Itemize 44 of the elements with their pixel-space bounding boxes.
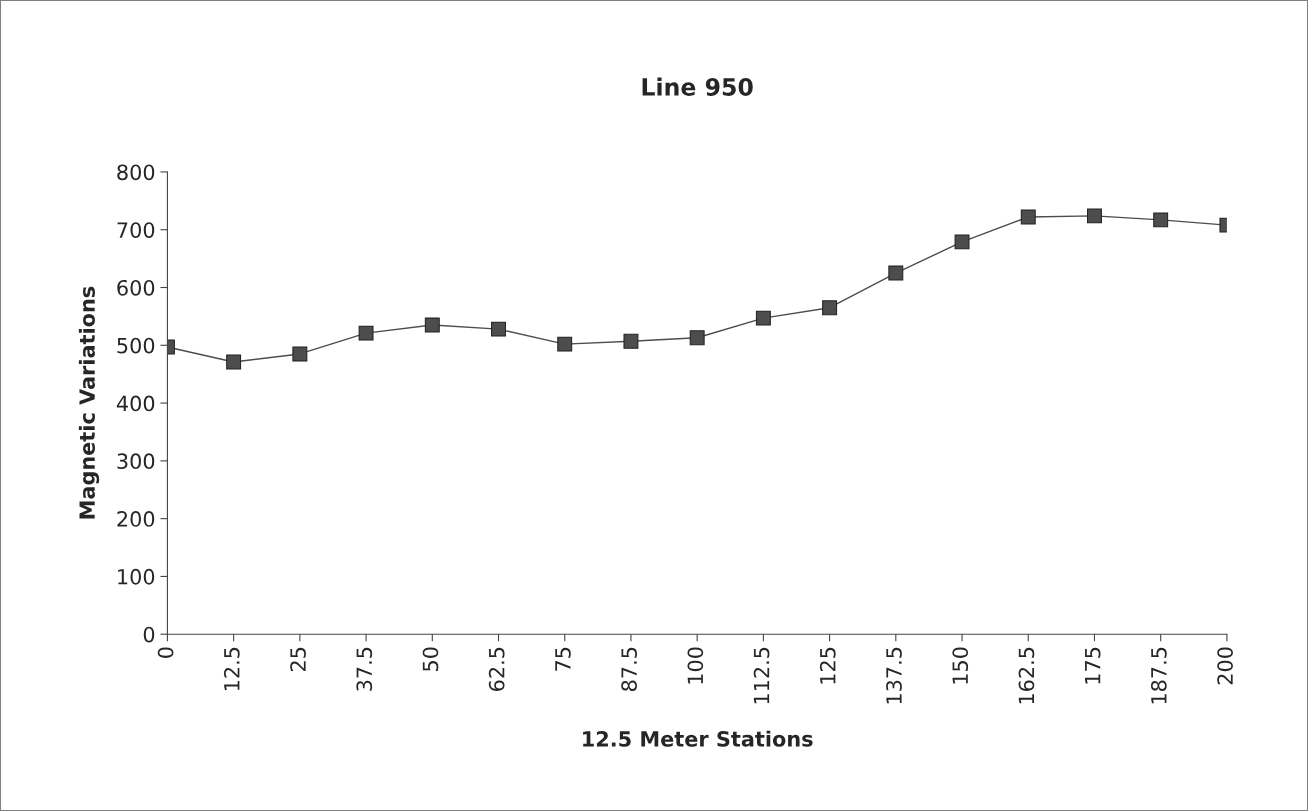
x-tick-label: 187.5 xyxy=(1150,647,1167,704)
y-axis-title: Magnetic Variations xyxy=(78,286,100,519)
point xyxy=(491,321,506,337)
point xyxy=(954,234,970,250)
y-tick-label: 800 xyxy=(117,164,155,181)
point xyxy=(424,317,440,333)
x-tick-label: 62.5 xyxy=(488,647,505,691)
point xyxy=(557,336,573,352)
x-tick-label: 125 xyxy=(819,647,836,684)
point xyxy=(689,330,705,346)
y-tick-label: 100 xyxy=(118,568,155,585)
point xyxy=(623,333,639,349)
point xyxy=(226,354,242,370)
x-tick-label: 150 xyxy=(952,647,969,684)
y-tick-label: 400 xyxy=(116,395,155,412)
x-tick-label: 162.5 xyxy=(1018,647,1035,704)
y-tick-label: 500 xyxy=(117,337,155,354)
x-tick-label: 175 xyxy=(1085,647,1101,684)
point xyxy=(1087,208,1102,224)
x-tick-label: 50 xyxy=(422,647,439,671)
y-tick-label: 700 xyxy=(117,222,155,238)
point xyxy=(292,346,308,362)
x-axis-title: 12.5 Meter Stations xyxy=(583,730,813,747)
x-tick-label: 0 xyxy=(157,647,174,658)
x-tick-label: 137.5 xyxy=(886,647,902,704)
chart-title: Line 950 xyxy=(642,77,753,96)
point xyxy=(755,310,771,326)
point xyxy=(358,325,374,341)
x-tick-label: 37.5 xyxy=(356,647,373,691)
point xyxy=(1153,212,1169,228)
point xyxy=(1020,209,1036,225)
x-tick-label: 87.5 xyxy=(621,647,637,691)
y-tick-label: 300 xyxy=(117,453,155,470)
y-tick-label: 0 xyxy=(143,626,155,643)
y-tick-label: 600 xyxy=(117,279,155,296)
x-tick-label: 25 xyxy=(290,647,306,671)
x-tick-label: 112.5 xyxy=(753,647,770,704)
x-tick-label: 200 xyxy=(1217,647,1233,685)
point xyxy=(888,265,904,281)
x-tick-label: 75 xyxy=(555,647,571,671)
x-tick-label: 12.5 xyxy=(223,647,240,691)
y-tick-label: 200 xyxy=(117,511,155,527)
x-tick-label: 100 xyxy=(687,647,704,684)
point xyxy=(822,300,838,316)
